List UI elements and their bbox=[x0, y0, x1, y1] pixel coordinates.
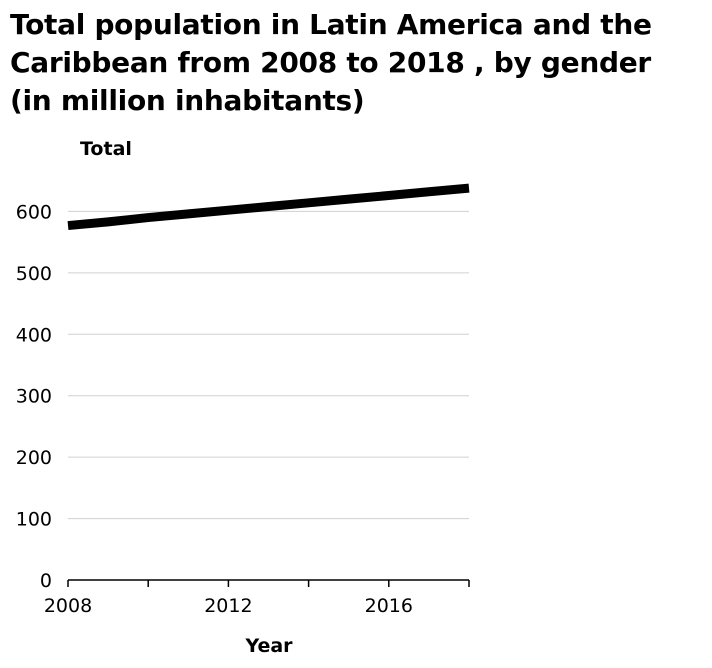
gridlines bbox=[68, 210, 469, 520]
x-axis: 2008 2012 2016 bbox=[44, 579, 470, 617]
y-tick-label: 600 bbox=[16, 201, 52, 223]
y-axis-ticks: 0 100 200 300 400 500 600 bbox=[16, 201, 52, 592]
y-tick-label: 200 bbox=[16, 447, 52, 469]
x-tick-label: 2012 bbox=[204, 595, 252, 617]
x-axis-title: Year bbox=[244, 635, 293, 657]
y-tick-label: 400 bbox=[16, 324, 52, 346]
x-tick-label: 2008 bbox=[44, 595, 92, 617]
y-tick-label: 100 bbox=[16, 509, 52, 531]
chart-title: Total population in Latin America and th… bbox=[10, 8, 652, 117]
y-axis-title: Total bbox=[80, 138, 132, 160]
y-tick-label: 300 bbox=[16, 386, 52, 408]
y-tick-label: 0 bbox=[40, 570, 52, 592]
x-tick-label: 2016 bbox=[365, 595, 413, 617]
series-line-total bbox=[67, 183, 470, 231]
y-tick-label: 500 bbox=[16, 263, 52, 285]
series-lines bbox=[67, 183, 470, 231]
